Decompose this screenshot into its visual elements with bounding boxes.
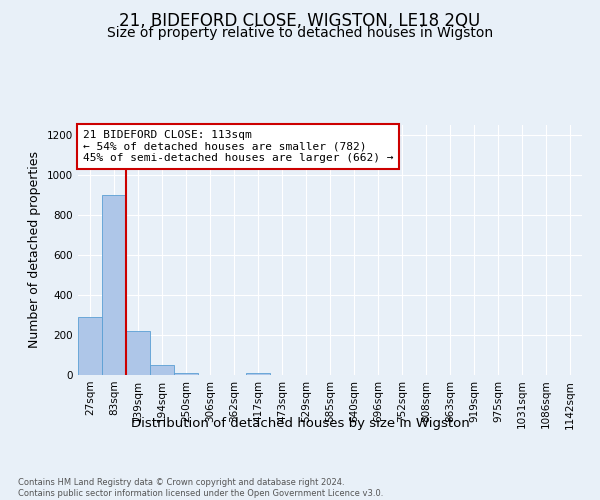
Text: Size of property relative to detached houses in Wigston: Size of property relative to detached ho… bbox=[107, 26, 493, 40]
Bar bbox=[246, 373, 270, 375]
Text: Distribution of detached houses by size in Wigston: Distribution of detached houses by size … bbox=[131, 418, 469, 430]
Y-axis label: Number of detached properties: Number of detached properties bbox=[28, 152, 41, 348]
Bar bbox=[126, 331, 150, 375]
Text: 21 BIDEFORD CLOSE: 113sqm
← 54% of detached houses are smaller (782)
45% of semi: 21 BIDEFORD CLOSE: 113sqm ← 54% of detac… bbox=[83, 130, 394, 163]
Bar bbox=[150, 365, 174, 375]
Text: 21, BIDEFORD CLOSE, WIGSTON, LE18 2QU: 21, BIDEFORD CLOSE, WIGSTON, LE18 2QU bbox=[119, 12, 481, 30]
Bar bbox=[174, 373, 198, 375]
Bar bbox=[78, 317, 102, 375]
Bar bbox=[102, 195, 126, 375]
Text: Contains HM Land Registry data © Crown copyright and database right 2024.
Contai: Contains HM Land Registry data © Crown c… bbox=[18, 478, 383, 498]
